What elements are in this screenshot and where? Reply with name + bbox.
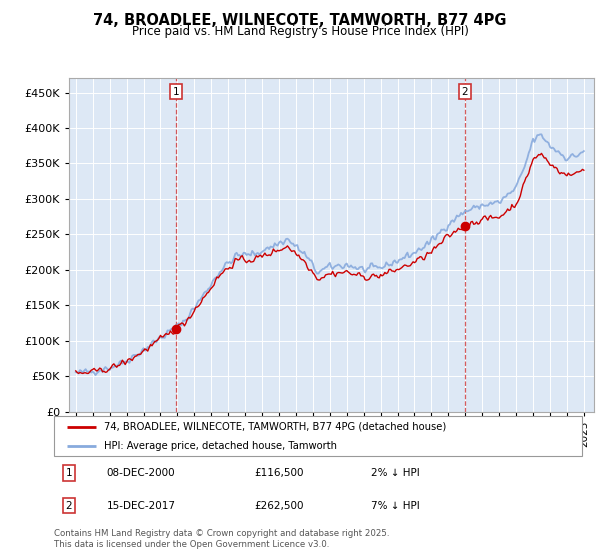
- Text: 2: 2: [65, 501, 72, 511]
- Text: HPI: Average price, detached house, Tamworth: HPI: Average price, detached house, Tamw…: [104, 441, 337, 451]
- Text: 74, BROADLEE, WILNECOTE, TAMWORTH, B77 4PG (detached house): 74, BROADLEE, WILNECOTE, TAMWORTH, B77 4…: [104, 422, 446, 432]
- FancyBboxPatch shape: [54, 416, 582, 456]
- Text: £116,500: £116,500: [254, 468, 304, 478]
- Text: Price paid vs. HM Land Registry's House Price Index (HPI): Price paid vs. HM Land Registry's House …: [131, 25, 469, 38]
- Text: 08-DEC-2000: 08-DEC-2000: [107, 468, 175, 478]
- Text: 1: 1: [173, 87, 179, 97]
- Text: 7% ↓ HPI: 7% ↓ HPI: [371, 501, 419, 511]
- Text: 2% ↓ HPI: 2% ↓ HPI: [371, 468, 419, 478]
- Text: Contains HM Land Registry data © Crown copyright and database right 2025.
This d: Contains HM Land Registry data © Crown c…: [54, 529, 389, 549]
- Text: 2: 2: [461, 87, 468, 97]
- Text: £262,500: £262,500: [254, 501, 304, 511]
- Text: 74, BROADLEE, WILNECOTE, TAMWORTH, B77 4PG: 74, BROADLEE, WILNECOTE, TAMWORTH, B77 4…: [93, 13, 507, 28]
- Text: 1: 1: [65, 468, 72, 478]
- Text: 15-DEC-2017: 15-DEC-2017: [107, 501, 176, 511]
